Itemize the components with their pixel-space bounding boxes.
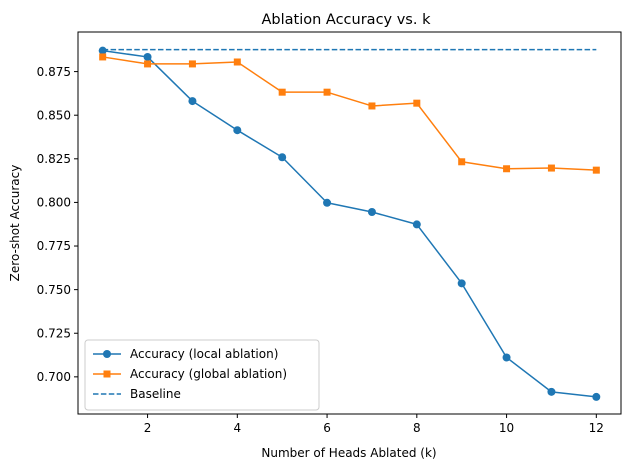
data-point (233, 126, 242, 135)
data-point (592, 392, 601, 401)
data-point (367, 208, 376, 217)
series-line-1 (102, 49, 597, 398)
legend: Accuracy (local ablation) Accuracy (globa… (84, 339, 320, 411)
data-point (188, 97, 197, 106)
data-point (412, 220, 421, 229)
data-point (368, 102, 376, 110)
x-tick-label: 8 (413, 421, 421, 435)
legend-swatch-marker (103, 350, 111, 358)
data-point (99, 53, 107, 61)
y-tick-label: 0.725 (37, 326, 71, 340)
data-point (323, 88, 331, 96)
x-tick-label: 6 (323, 421, 331, 435)
data-point (457, 279, 466, 288)
y-tick-label: 0.750 (37, 283, 71, 297)
plot-area (98, 46, 601, 401)
data-point (144, 60, 152, 68)
data-point (502, 353, 511, 362)
legend-box (84, 339, 320, 411)
x-tick-label: 12 (589, 421, 604, 435)
data-point (547, 387, 556, 396)
x-tick-label: 2 (144, 421, 152, 435)
x-tick-label: 10 (499, 421, 514, 435)
legend-swatch-marker (103, 370, 111, 378)
x-axis: 2 4 6 8 10 12 (144, 414, 604, 435)
data-point (458, 158, 466, 166)
data-point (278, 88, 286, 96)
chart-title: Ablation Accuracy vs. k (262, 12, 432, 28)
data-point (413, 99, 421, 107)
data-point (233, 58, 241, 66)
legend-label: Baseline (130, 387, 181, 401)
data-point (503, 165, 511, 173)
axes-frame (77, 31, 622, 415)
y-tick-label: 0.800 (37, 196, 71, 210)
y-tick-label: 0.850 (37, 108, 71, 122)
data-point (143, 52, 152, 61)
y-tick-label: 0.875 (37, 65, 71, 79)
y-axis-label: Zero-shot Accuracy (8, 165, 22, 282)
y-tick-label: 0.700 (37, 370, 71, 384)
y-axis: 0.700 0.725 0.750 0.775 0.800 0.825 0.850 0.875 (37, 65, 78, 384)
x-tick-label: 4 (233, 421, 241, 435)
y-tick-label: 0.775 (37, 239, 71, 253)
legend-label: Accuracy (local ablation) (130, 347, 278, 361)
data-point (278, 153, 287, 162)
x-axis-label: Number of Heads Ablated (k) (261, 446, 436, 460)
data-point (323, 198, 332, 207)
y-tick-label: 0.825 (37, 152, 71, 166)
data-point (98, 46, 107, 55)
series-line-2 (102, 56, 597, 171)
data-point (547, 164, 555, 172)
data-point (592, 166, 600, 174)
data-point (188, 60, 196, 68)
legend-label: Accuracy (global ablation) (130, 367, 287, 381)
